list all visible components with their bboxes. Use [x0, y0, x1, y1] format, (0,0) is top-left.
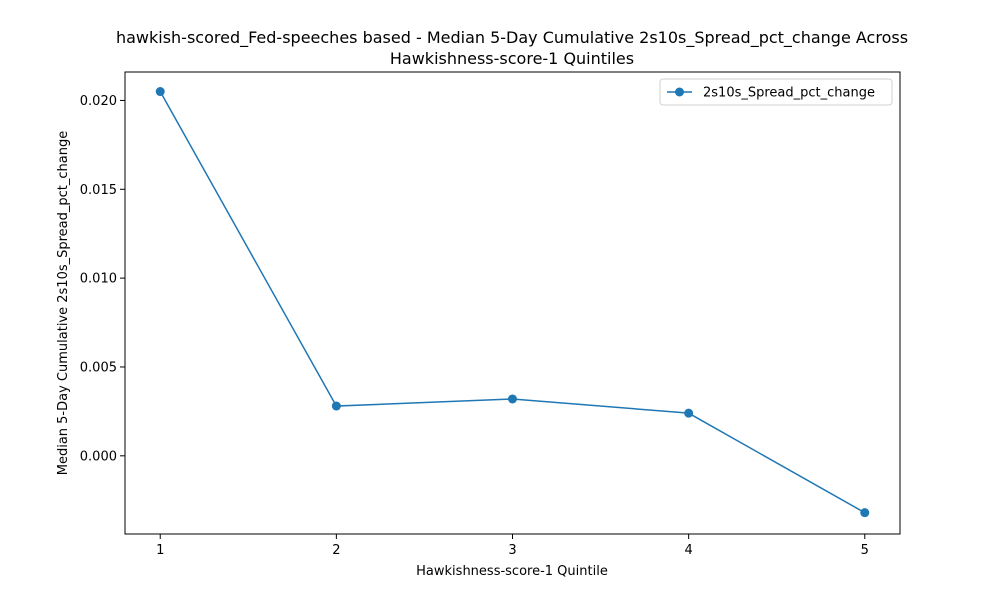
data-point: [508, 394, 517, 404]
y-axis-label: Median 5-Day Cumulative 2s10s_Spread_pct…: [56, 131, 71, 476]
legend-box: [659, 78, 893, 106]
x-tick-label: 2: [332, 543, 340, 558]
legend-entry-label: 2s10s_Spread_pct_change: [703, 86, 875, 101]
legend: 2s10s_Spread_pct_change: [659, 78, 893, 106]
y-axis-ticks: 0.000 0.005 0.010 0.015 0.020: [80, 94, 125, 464]
x-axis-ticks: 1 2 3 4 5: [156, 534, 869, 558]
x-axis-label: Hawkishness-score-1 Quintile: [416, 564, 608, 579]
y-tick-label: 0.020: [80, 94, 117, 109]
chart-title-line-2: Hawkishness-score-1 Quintiles: [390, 49, 634, 68]
x-tick-label: 5: [861, 543, 869, 558]
x-tick-label: 4: [684, 543, 692, 558]
y-tick-label: 0.005: [80, 360, 117, 375]
data-point: [331, 401, 341, 411]
legend-marker-swatch: [675, 87, 684, 97]
chart-title-line-1: hawkish-scored_Fed-speeches based - Medi…: [116, 28, 908, 48]
data-point: [860, 508, 870, 518]
data-point: [155, 87, 165, 97]
series-markers: [155, 87, 870, 518]
y-tick-label: 0.000: [80, 449, 117, 464]
y-tick-label: 0.010: [80, 272, 117, 287]
x-tick-label: 1: [156, 543, 164, 558]
data-point: [684, 408, 694, 418]
y-tick-label: 0.015: [80, 183, 117, 198]
x-tick-label: 3: [508, 543, 516, 558]
